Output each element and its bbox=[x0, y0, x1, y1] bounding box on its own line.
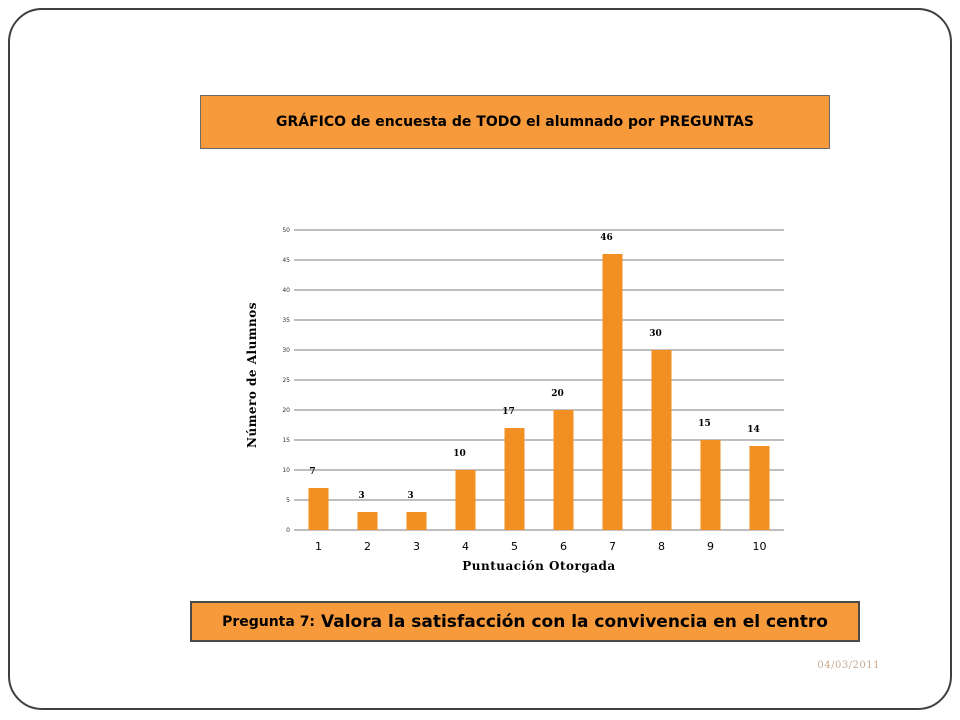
data-label: 46 bbox=[600, 233, 613, 243]
y-tick-label: 30 bbox=[282, 347, 290, 354]
data-label: 3 bbox=[407, 491, 413, 501]
y-tick-label: 15 bbox=[282, 437, 290, 444]
y-tick-label: 5 bbox=[286, 497, 290, 504]
y-tick-label: 25 bbox=[282, 377, 290, 384]
y-tick-label: 35 bbox=[282, 317, 290, 324]
data-label: 30 bbox=[649, 329, 662, 339]
x-category-label: 2 bbox=[364, 540, 371, 553]
bar bbox=[357, 512, 378, 530]
x-category-label: 4 bbox=[462, 540, 469, 553]
y-tick-label: 0 bbox=[286, 527, 290, 534]
x-axis-title: Puntuación Otorgada bbox=[462, 559, 615, 573]
bars bbox=[308, 254, 770, 530]
bar bbox=[455, 470, 476, 530]
data-label: 10 bbox=[453, 449, 466, 459]
y-tick-label: 10 bbox=[282, 467, 290, 474]
chart-title: GRÁFICO de encuesta de TODO el alumnado … bbox=[275, 114, 754, 130]
data-label: 17 bbox=[502, 407, 515, 417]
bar bbox=[700, 440, 721, 530]
x-category-label: 6 bbox=[560, 540, 567, 553]
y-tick-labels: 0 5 10 15 20 25 30 35 40 45 50 bbox=[282, 227, 290, 534]
x-category-label: 8 bbox=[658, 540, 665, 553]
x-category-label: 7 bbox=[609, 540, 616, 553]
data-label: 15 bbox=[698, 419, 711, 429]
y-tick-label: 50 bbox=[282, 227, 290, 234]
data-label: 7 bbox=[309, 467, 315, 477]
bar bbox=[308, 488, 329, 530]
y-tick-label: 20 bbox=[282, 407, 290, 414]
question-text: Valora la satisfacción con la convivenci… bbox=[321, 611, 828, 632]
bar bbox=[749, 446, 770, 530]
y-tick-label: 40 bbox=[282, 287, 290, 294]
x-category-label: 5 bbox=[511, 540, 518, 553]
chart-title-banner: GRÁFICO de encuesta de TODO el alumnado … bbox=[200, 95, 830, 149]
x-category-label: 9 bbox=[707, 540, 714, 553]
data-label: 3 bbox=[358, 491, 364, 501]
y-axis-title: Número de Alumnos bbox=[245, 302, 259, 448]
question-number: Pregunta 7: bbox=[222, 613, 316, 630]
data-label: 14 bbox=[747, 425, 760, 435]
bar bbox=[602, 254, 623, 530]
question-banner: Pregunta 7: Valora la satisfacción con l… bbox=[190, 601, 860, 642]
bar bbox=[406, 512, 427, 530]
x-category-label: 1 bbox=[315, 540, 322, 553]
y-tick-label: 45 bbox=[282, 257, 290, 264]
x-category-label: 3 bbox=[413, 540, 420, 553]
bar bbox=[651, 350, 672, 530]
x-category-labels: 1 2 3 4 5 6 7 8 9 10 bbox=[315, 540, 767, 553]
bar bbox=[553, 410, 574, 530]
data-label: 20 bbox=[551, 389, 564, 399]
x-category-label: 10 bbox=[753, 540, 767, 553]
slide-date: 04/03/2011 bbox=[817, 660, 880, 671]
bar bbox=[504, 428, 525, 530]
data-labels: 7 3 3 10 17 20 46 30 15 14 bbox=[309, 233, 759, 501]
